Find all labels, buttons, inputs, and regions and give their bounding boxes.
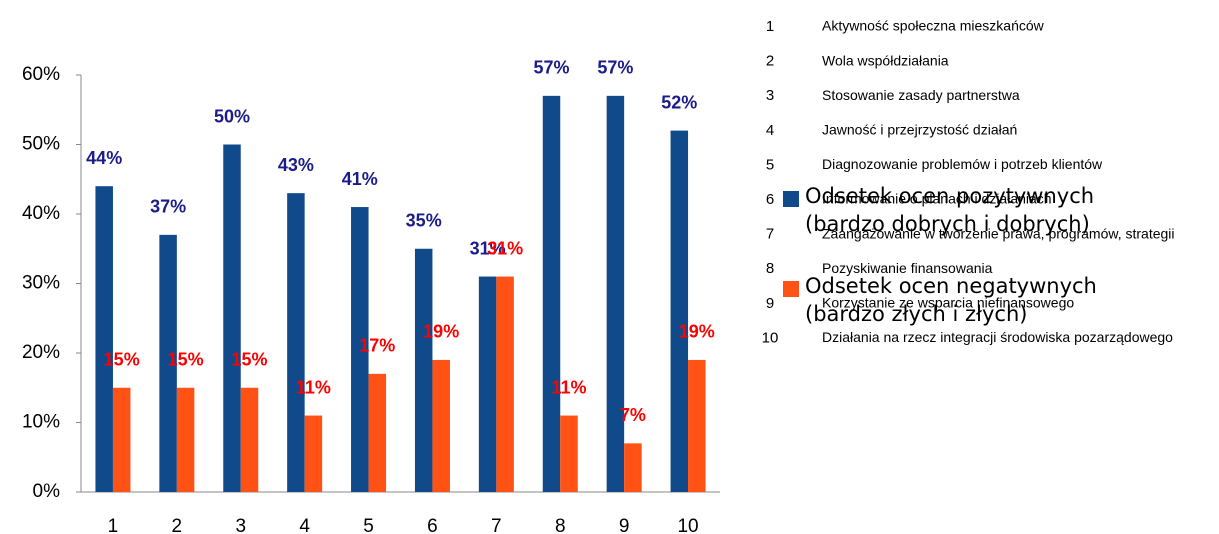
list-number: 5 — [766, 156, 774, 173]
list-text: Stosowanie zasady partnerstwa — [822, 87, 1020, 103]
x-tick-label: 2 — [172, 516, 183, 534]
data-label: 15% — [104, 350, 140, 370]
legend-swatch — [783, 191, 799, 207]
y-tick-label: 0% — [33, 481, 61, 502]
x-tick-label: 5 — [363, 516, 374, 534]
data-label: 52% — [661, 92, 697, 112]
x-tick-label: 9 — [619, 516, 630, 534]
data-label: 44% — [86, 148, 122, 168]
data-label: 11% — [551, 377, 586, 397]
data-label: 50% — [214, 106, 250, 126]
bar — [95, 186, 113, 492]
legend-text: Odsetek ocen negatywnych (bardzo złych i… — [805, 274, 1097, 326]
bar — [351, 207, 369, 493]
data-label: 31% — [487, 238, 523, 258]
bar — [496, 276, 514, 492]
list-number: 6 — [766, 191, 774, 208]
list-number: 7 — [766, 226, 774, 243]
list-number: 4 — [766, 122, 774, 139]
data-label: 15% — [231, 350, 267, 370]
bar — [670, 130, 689, 492]
list-text: Wola współdziałania — [822, 52, 949, 68]
data-label: 41% — [342, 169, 378, 189]
legend-text: Odsetek ocen pozytywnych (bardzo dobrych… — [805, 184, 1095, 236]
y-tick-label: 50% — [22, 134, 60, 155]
bar — [432, 359, 450, 492]
bar — [368, 373, 387, 492]
y-tick-label: 30% — [22, 273, 60, 294]
list-text: Diagnozowanie problemów i potrzeb klient… — [822, 156, 1103, 172]
list-text: Zaangażowanie w tworzenie prawa, program… — [822, 225, 1175, 241]
x-tick-label: 6 — [427, 516, 438, 534]
y-tick-label: 40% — [22, 203, 60, 224]
data-label: 17% — [359, 336, 395, 356]
x-tick-label: 7 — [491, 516, 502, 534]
data-label: 37% — [150, 197, 186, 217]
bar — [223, 144, 241, 492]
bar — [112, 387, 131, 492]
list-text: Aktywność społeczna mieszkańców — [822, 18, 1045, 34]
bar — [478, 276, 497, 492]
x-tick-label: 10 — [677, 516, 698, 534]
list-text: Korzystanie ze wsparcia niefinansowego — [822, 295, 1074, 311]
data-label: 57% — [533, 58, 569, 78]
list-number: 2 — [766, 53, 774, 70]
bar — [560, 415, 578, 492]
list-number: 8 — [766, 260, 774, 277]
y-tick-label: 60% — [22, 64, 60, 85]
data-label: 15% — [168, 350, 204, 370]
legend-swatch — [783, 281, 799, 297]
bar — [287, 193, 305, 492]
list-number: 1 — [766, 18, 774, 35]
bar — [176, 387, 195, 492]
list-text: Pozyskiwanie finansowania — [822, 260, 993, 276]
bar — [414, 248, 433, 492]
bar — [606, 95, 625, 492]
x-tick-label: 4 — [299, 516, 310, 534]
list-text: Informowanie o planach i działaniach — [822, 191, 1052, 207]
bar — [624, 443, 642, 492]
bar — [688, 359, 706, 492]
data-label: 57% — [597, 58, 633, 78]
data-label: 19% — [679, 322, 715, 342]
x-tick-label: 3 — [235, 516, 246, 534]
list-number: 9 — [766, 295, 774, 312]
x-tick-label: 8 — [555, 516, 566, 534]
y-tick-label: 10% — [22, 412, 60, 433]
y-tick-label: 20% — [22, 342, 60, 363]
list-number: 3 — [766, 87, 774, 104]
data-label: 31% — [470, 238, 506, 258]
bar — [304, 415, 323, 492]
data-label: 7% — [620, 405, 646, 425]
data-label: 43% — [278, 155, 314, 175]
list-text: Jawność i przejrzystość działań — [822, 122, 1017, 138]
bar — [240, 387, 259, 492]
list-number: 10 — [762, 329, 779, 346]
x-tick-label: 1 — [108, 516, 119, 534]
bar — [542, 95, 561, 492]
data-label: 11% — [296, 377, 331, 397]
bar — [159, 234, 177, 492]
data-label: 35% — [406, 211, 442, 231]
data-label: 19% — [423, 322, 459, 342]
list-text: Działania na rzecz integracji środowiska… — [822, 329, 1173, 345]
